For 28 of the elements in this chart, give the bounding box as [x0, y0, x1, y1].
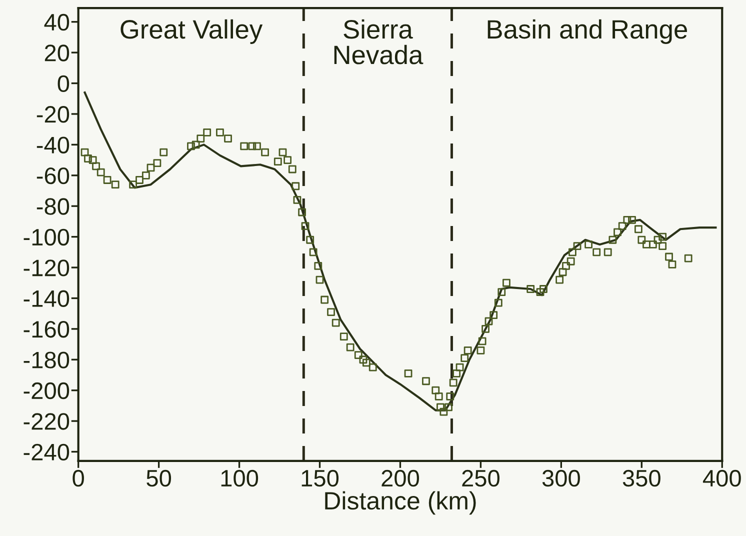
x-tick-label: 350 — [622, 470, 660, 487]
x-axis-title: Distance (km) — [325, 491, 476, 515]
y-tick-label: 0 — [58, 75, 70, 92]
y-tick-label: -240 — [24, 444, 70, 461]
annotation: Basin and Range — [488, 19, 687, 44]
y-tick-label: -100 — [24, 228, 70, 246]
annotation: Great Valley — [120, 19, 263, 44]
x-tick-label: 200 — [382, 470, 420, 487]
y-tick-label: -140 — [24, 290, 70, 308]
x-tick-label: 0 — [72, 470, 84, 487]
y-tick-label: -200 — [24, 382, 70, 400]
y-tick-label: 40 — [44, 14, 70, 31]
x-tick-label: 100 — [221, 470, 258, 487]
x-tick-label: 50 — [146, 470, 172, 487]
x-tick-label: 400 — [702, 470, 741, 487]
x-tick-label: 250 — [462, 470, 500, 487]
x-tick-label: 150 — [302, 470, 339, 487]
y-tick-label: -60 — [36, 167, 70, 184]
y-tick-label: -120 — [24, 260, 70, 276]
y-tick-label: -160 — [24, 320, 70, 338]
y-tick-label: -80 — [36, 198, 70, 215]
y-tick-label: 20 — [44, 44, 70, 62]
y-tick-label: -180 — [24, 352, 70, 368]
x-tick-label: 300 — [542, 470, 580, 487]
y-tick-label: -220 — [24, 413, 70, 430]
y-tick-label: -20 — [36, 106, 70, 123]
annotation: Sierra Nevada — [334, 19, 424, 64]
y-tick-label: -40 — [36, 136, 70, 154]
